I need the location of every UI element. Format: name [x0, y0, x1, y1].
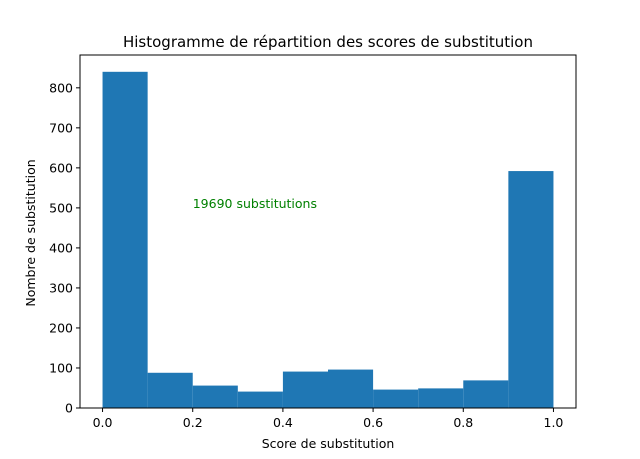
y-tick-label: 800	[49, 80, 73, 95]
y-tick-label: 500	[49, 200, 73, 215]
x-tick-label: 0.2	[183, 415, 203, 430]
histogram-bar-7	[418, 388, 464, 408]
x-tick-label: 0.0	[93, 415, 113, 430]
y-axis-label: Nombre de substitution	[23, 159, 38, 306]
histogram-bar-1	[147, 372, 193, 408]
y-tick-label: 200	[49, 320, 73, 335]
histogram-bar-8	[463, 380, 509, 408]
x-tick-label: 0.4	[273, 415, 293, 430]
y-tick-label: 100	[49, 360, 73, 375]
plot-area-frame	[79, 54, 577, 409]
x-tick-label: 1.0	[544, 415, 564, 430]
x-tick-label: 0.8	[453, 415, 473, 430]
histogram-bar-0	[102, 71, 148, 409]
annotation-layer: 19690 substitutions	[193, 196, 317, 211]
y-tick-label: 600	[49, 160, 73, 175]
histogram-bar-6	[373, 389, 419, 408]
annotation-text: 19690 substitutions	[193, 196, 317, 211]
chart-title: Histogramme de répartition des scores de…	[123, 33, 533, 51]
histogram-bar-9	[508, 171, 554, 408]
histogram-bar-2	[192, 385, 238, 408]
y-axis: 0 100 200 300 400 500 600 700 800	[49, 80, 80, 416]
y-tick-label: 300	[49, 280, 73, 295]
x-axis: 0.0 0.2 0.4 0.6 0.8 1.0	[93, 408, 564, 430]
histogram-bar-3	[237, 391, 283, 408]
x-tick-label: 0.6	[363, 415, 383, 430]
y-tick-label: 0	[65, 401, 73, 416]
histogram-bar-5	[328, 369, 374, 408]
y-tick-label: 700	[49, 120, 73, 135]
x-axis-label: Score de substitution	[262, 436, 395, 451]
histogram-bar-4	[282, 371, 328, 408]
histogram-bars	[102, 71, 554, 409]
y-tick-label: 400	[49, 240, 73, 255]
